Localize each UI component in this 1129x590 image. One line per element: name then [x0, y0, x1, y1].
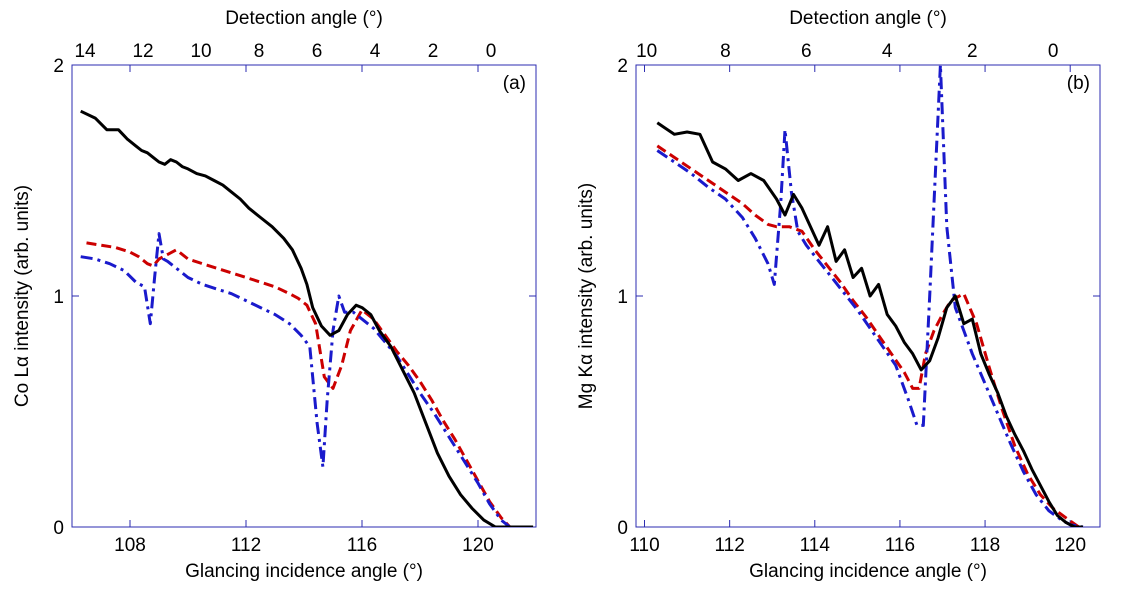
- plot-frame: [635, 64, 1101, 528]
- top-tick-label: 2: [428, 41, 439, 62]
- y-tick-label: 0: [53, 518, 64, 539]
- series-line-dashdot: [80, 232, 511, 527]
- x-tick-label: 112: [715, 535, 745, 556]
- series-line-dashed: [656, 144, 1080, 527]
- top-tick-label: 4: [370, 41, 381, 62]
- series-line-solid: [80, 109, 534, 527]
- y-tick-label: 0: [617, 518, 628, 539]
- top-tick-label: 6: [801, 41, 812, 62]
- x-tick-label: 108: [114, 535, 146, 556]
- top-tick-label: 6: [312, 41, 323, 62]
- x-tick-label: 114: [800, 535, 831, 556]
- top-tick-label: 2: [967, 41, 978, 62]
- x-axis-title: Glancing incidence angle (°): [185, 561, 423, 582]
- panel-label: (a): [503, 73, 526, 94]
- top-tick-label: 10: [190, 41, 211, 62]
- x-tick-label: 112: [231, 535, 261, 556]
- y-axis-title: Mg Kα intensity (arb. units): [576, 183, 597, 409]
- y-tick-label: 1: [617, 287, 628, 308]
- top-tick-label: 8: [254, 41, 265, 62]
- plot-frame: [71, 64, 537, 528]
- top-tick-label: 10: [636, 41, 657, 62]
- top-tick-label: 0: [1048, 41, 1059, 62]
- x-tick-label: 120: [1054, 535, 1086, 556]
- y-tick-label: 1: [53, 287, 64, 308]
- top-axis-title: Detection angle (°): [789, 8, 947, 29]
- top-axis-title: Detection angle (°): [225, 8, 383, 29]
- y-axis-title: Co Lα intensity (arb. units): [12, 185, 33, 407]
- series-line-solid: [656, 121, 1083, 527]
- top-tick-label: 14: [74, 41, 96, 62]
- series-line-dashed: [86, 241, 511, 527]
- x-axis-title: Glancing incidence angle (°): [749, 561, 987, 582]
- series-line-dashdot: [656, 64, 1084, 527]
- y-tick-label: 2: [617, 56, 628, 77]
- x-tick-label: 116: [347, 535, 377, 556]
- x-tick-label: 120: [462, 535, 494, 556]
- top-tick-label: 4: [882, 41, 893, 62]
- x-tick-label: 118: [970, 535, 1000, 556]
- x-tick-label: 116: [885, 535, 915, 556]
- top-tick-label: 8: [720, 41, 731, 62]
- top-tick-label: 12: [132, 41, 153, 62]
- x-tick-label: 110: [629, 535, 659, 556]
- y-tick-label: 2: [53, 56, 64, 77]
- top-tick-label: 0: [486, 41, 497, 62]
- panel-label: (b): [1067, 73, 1090, 94]
